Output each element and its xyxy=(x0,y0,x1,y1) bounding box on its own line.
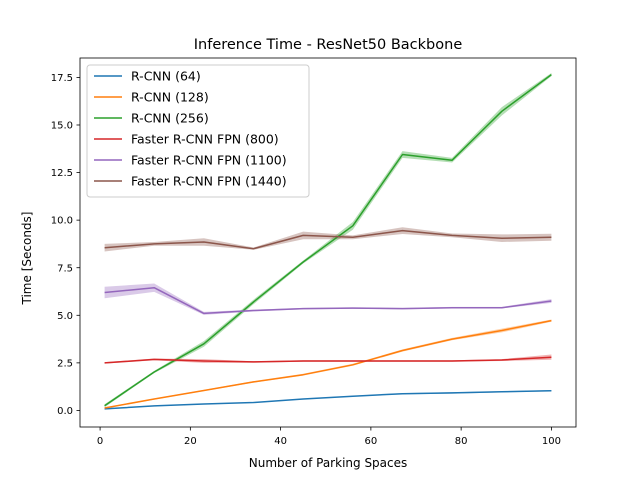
series-line-4 xyxy=(104,286,552,315)
x-tick-label: 40 xyxy=(274,436,287,447)
y-tick-label: 0.0 xyxy=(57,406,73,417)
x-axis-label: Number of Parking Spaces xyxy=(249,456,408,470)
x-tick-label: 80 xyxy=(455,436,468,447)
series-line-0 xyxy=(104,389,552,410)
legend-label: Faster R-CNN FPN (800) xyxy=(131,132,279,147)
plot-frame xyxy=(79,57,577,428)
y-tick-label: 17.5 xyxy=(51,73,73,84)
series-band-2 xyxy=(104,73,552,408)
y-tick-label: 15.0 xyxy=(51,121,73,132)
y-tick-label: 2.5 xyxy=(57,358,73,369)
series-line-5 xyxy=(104,229,552,250)
legend-label: Faster R-CNN FPN (1100) xyxy=(131,153,287,168)
x-tick-label: 100 xyxy=(542,436,561,447)
legend-label: R-CNN (64) xyxy=(131,69,201,84)
axes: 0 20 40 60 80 100 0.0 2.5 5.0 7.5 10.0 12.5 15.0 17.5 xyxy=(51,57,577,447)
x-tick-label: 20 xyxy=(184,436,197,447)
series-band-5 xyxy=(104,227,552,252)
legend-label: R-CNN (256) xyxy=(131,111,209,126)
y-tick-label: 7.5 xyxy=(57,263,73,274)
legend-label: R-CNN (128) xyxy=(131,90,209,105)
series-line-2 xyxy=(104,73,552,407)
legend-box xyxy=(86,64,310,198)
series-lines xyxy=(104,73,552,410)
y-tick-label: 12.5 xyxy=(51,168,73,179)
series-line-1 xyxy=(104,319,552,409)
y-tick-label: 10.0 xyxy=(51,216,73,227)
y-axis-label: Time [Seconds] xyxy=(20,212,34,306)
x-tick-label: 0 xyxy=(97,436,103,447)
y-tick-label: 5.0 xyxy=(57,311,73,322)
legend-label: Faster R-CNN FPN (1440) xyxy=(131,174,287,189)
chart-title: Inference Time - ResNet50 Backbone xyxy=(194,37,463,53)
series-line-3 xyxy=(104,356,552,364)
x-tick-label: 60 xyxy=(365,436,378,447)
legend: R-CNN (64) R-CNN (128) R-CNN (256) Faster R… xyxy=(86,64,310,198)
